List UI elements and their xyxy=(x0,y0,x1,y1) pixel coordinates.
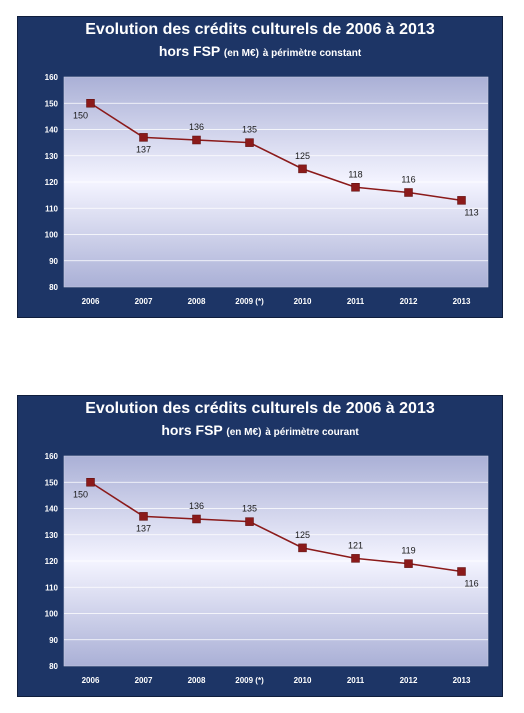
data-point xyxy=(457,196,466,205)
line-chart-courant: 80 90 100 110 120 130 140 150 160 2006 2007 2008 200… xyxy=(45,452,489,685)
x-tick-label: 2011 xyxy=(347,297,365,306)
subtitle-prefix: hors FSP xyxy=(158,43,221,59)
data-point xyxy=(192,514,201,524)
chart-title: Evolution des crédits culturels de 2006 … xyxy=(85,21,435,38)
data-point xyxy=(351,554,360,563)
y-tick-label: 150 xyxy=(45,99,59,108)
data-label: 150 xyxy=(73,110,88,120)
subtitle-unit: (en M€) xyxy=(226,427,262,438)
subtitle-suffix: à périmètre courant xyxy=(265,427,359,438)
data-point xyxy=(86,478,95,487)
y-tick-label: 110 xyxy=(45,204,58,213)
data-point xyxy=(245,138,254,147)
y-tick-label: 90 xyxy=(49,257,58,266)
series-line xyxy=(90,481,462,573)
data-label: 116 xyxy=(401,175,415,185)
y-tick-label: 120 xyxy=(45,557,59,566)
x-tick-label: 2013 xyxy=(453,297,471,306)
data-label: 137 xyxy=(136,144,151,154)
data-label: 125 xyxy=(295,151,310,161)
x-tick-label: 2009 (*) xyxy=(235,297,264,306)
x-tick-label: 2011 xyxy=(347,676,365,685)
y-tick-label: 110 xyxy=(45,583,58,592)
chart-subtitle: hors FSP (en M€) à périmètre constant xyxy=(18,43,502,59)
y-tick-label: 160 xyxy=(45,452,59,461)
chart-title: Evolution des crédits culturels de 2006 … xyxy=(85,400,435,417)
chart-panel-courant: 80 90 100 110 120 130 140 150 160 2006 2007 2008 200… xyxy=(17,395,503,697)
data-label: 113 xyxy=(464,207,478,217)
x-tick-label: 2009 (*) xyxy=(235,676,264,685)
x-tick-label: 2006 xyxy=(82,297,100,306)
data-point xyxy=(86,99,95,108)
series-line xyxy=(90,102,462,202)
y-tick-label: 100 xyxy=(45,231,59,240)
x-tick-label: 2008 xyxy=(188,676,206,685)
y-tick-label: 80 xyxy=(49,662,58,671)
y-tick-label: 140 xyxy=(45,505,59,514)
data-label: 119 xyxy=(401,546,415,556)
data-label: 135 xyxy=(242,504,257,514)
subtitle-suffix: à périmètre constant xyxy=(262,48,362,59)
data-label: 137 xyxy=(136,523,151,533)
data-point xyxy=(351,183,360,192)
data-label: 116 xyxy=(464,579,478,589)
data-point xyxy=(245,517,254,526)
y-tick-label: 140 xyxy=(45,126,59,135)
data-point xyxy=(404,188,413,197)
data-point xyxy=(139,133,148,142)
data-label: 135 xyxy=(242,125,257,135)
y-tick-label: 120 xyxy=(45,178,59,187)
x-tick-label: 2007 xyxy=(135,676,153,685)
y-tick-label: 130 xyxy=(45,531,59,540)
x-tick-label: 2008 xyxy=(188,297,206,306)
y-tick-label: 100 xyxy=(45,610,59,619)
data-point xyxy=(139,512,148,521)
x-tick-label: 2012 xyxy=(400,676,418,685)
subtitle-unit: (en M€) xyxy=(223,48,259,59)
data-point xyxy=(457,567,466,576)
chart-panel-constant: 80 90 100 110 120 130 140 150 160 2006 2007 2008 200… xyxy=(17,16,503,318)
x-tick-label: 2010 xyxy=(294,297,312,306)
data-label: 150 xyxy=(73,489,88,499)
x-tick-label: 2012 xyxy=(400,297,418,306)
data-label: 121 xyxy=(348,540,363,550)
data-point xyxy=(298,543,307,553)
chart-subtitle: hors FSP (en M€) à périmètre courant xyxy=(18,422,502,438)
x-tick-label: 2013 xyxy=(453,676,471,685)
data-label: 136 xyxy=(189,122,204,132)
data-point xyxy=(298,164,307,174)
data-label: 125 xyxy=(295,530,310,540)
y-tick-label: 90 xyxy=(49,636,58,645)
subtitle-prefix: hors FSP xyxy=(161,422,223,438)
x-tick-label: 2006 xyxy=(82,676,100,685)
data-label: 136 xyxy=(189,501,204,511)
y-tick-label: 150 xyxy=(45,478,59,487)
x-tick-label: 2010 xyxy=(294,676,312,685)
line-chart-constant: 80 90 100 110 120 130 140 150 160 2006 2007 2008 200… xyxy=(45,73,489,306)
data-point xyxy=(404,559,413,568)
data-label: 118 xyxy=(348,169,362,179)
y-tick-label: 80 xyxy=(49,283,58,292)
y-tick-label: 160 xyxy=(45,73,59,82)
data-point xyxy=(192,135,201,145)
y-tick-label: 130 xyxy=(45,152,59,161)
x-tick-label: 2007 xyxy=(135,297,153,306)
